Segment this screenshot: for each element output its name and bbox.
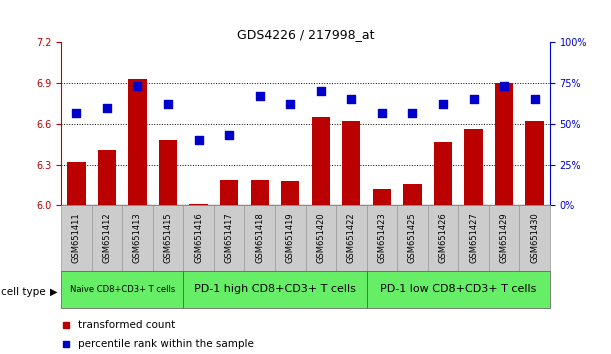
- Bar: [122, 205, 153, 271]
- Point: [530, 97, 540, 102]
- Point: [194, 137, 203, 143]
- Bar: [183, 205, 214, 271]
- Bar: [519, 205, 550, 271]
- Text: ▶: ▶: [50, 287, 57, 297]
- Title: GDS4226 / 217998_at: GDS4226 / 217998_at: [236, 28, 375, 41]
- Point: [377, 110, 387, 115]
- Bar: [92, 205, 122, 271]
- Text: GSM651411: GSM651411: [72, 213, 81, 263]
- Point: [71, 110, 81, 115]
- Text: GSM651413: GSM651413: [133, 213, 142, 263]
- Bar: [367, 205, 397, 271]
- Text: PD-1 low CD8+CD3+ T cells: PD-1 low CD8+CD3+ T cells: [380, 284, 536, 295]
- Bar: [312, 117, 330, 205]
- Bar: [434, 142, 452, 205]
- Bar: [61, 271, 183, 308]
- Bar: [458, 205, 489, 271]
- Bar: [244, 205, 275, 271]
- Text: GSM651418: GSM651418: [255, 213, 264, 263]
- Text: percentile rank within the sample: percentile rank within the sample: [78, 339, 254, 349]
- Bar: [189, 204, 208, 205]
- Bar: [159, 140, 177, 205]
- Point: [438, 102, 448, 107]
- Point: [133, 84, 142, 89]
- Bar: [367, 271, 550, 308]
- Point: [285, 102, 295, 107]
- Bar: [428, 205, 458, 271]
- Bar: [525, 121, 544, 205]
- Bar: [61, 205, 92, 271]
- Point: [255, 93, 265, 99]
- Bar: [373, 189, 391, 205]
- Text: Naive CD8+CD3+ T cells: Naive CD8+CD3+ T cells: [70, 285, 175, 294]
- Text: GSM651430: GSM651430: [530, 213, 539, 263]
- Text: PD-1 high CD8+CD3+ T cells: PD-1 high CD8+CD3+ T cells: [194, 284, 356, 295]
- Bar: [153, 205, 183, 271]
- Bar: [403, 184, 422, 205]
- Bar: [251, 179, 269, 205]
- Text: GSM651416: GSM651416: [194, 213, 203, 263]
- Bar: [495, 83, 513, 205]
- Bar: [464, 129, 483, 205]
- Bar: [336, 205, 367, 271]
- Text: GSM651423: GSM651423: [378, 213, 386, 263]
- Bar: [489, 205, 519, 271]
- Point: [469, 97, 478, 102]
- Bar: [214, 205, 244, 271]
- Bar: [275, 205, 306, 271]
- Text: GSM651425: GSM651425: [408, 213, 417, 263]
- Bar: [183, 271, 367, 308]
- Point: [224, 132, 234, 138]
- Bar: [128, 79, 147, 205]
- Point: [346, 97, 356, 102]
- Point: [102, 105, 112, 110]
- Text: GSM651429: GSM651429: [500, 213, 508, 263]
- Text: GSM651417: GSM651417: [225, 213, 233, 263]
- Text: GSM651412: GSM651412: [103, 213, 111, 263]
- Text: GSM651420: GSM651420: [316, 213, 325, 263]
- Bar: [342, 121, 360, 205]
- Point: [316, 88, 326, 94]
- Bar: [220, 179, 238, 205]
- Bar: [67, 162, 86, 205]
- Bar: [98, 150, 116, 205]
- Bar: [397, 205, 428, 271]
- Text: GSM651422: GSM651422: [347, 213, 356, 263]
- Text: GSM651415: GSM651415: [164, 213, 172, 263]
- Point: [408, 110, 417, 115]
- Text: transformed count: transformed count: [78, 320, 175, 330]
- Text: GSM651419: GSM651419: [286, 213, 295, 263]
- Text: GSM651427: GSM651427: [469, 213, 478, 263]
- Bar: [306, 205, 336, 271]
- Point: [163, 102, 173, 107]
- Text: GSM651426: GSM651426: [439, 213, 447, 263]
- Point: [499, 84, 509, 89]
- Bar: [281, 181, 299, 205]
- Text: cell type: cell type: [1, 287, 45, 297]
